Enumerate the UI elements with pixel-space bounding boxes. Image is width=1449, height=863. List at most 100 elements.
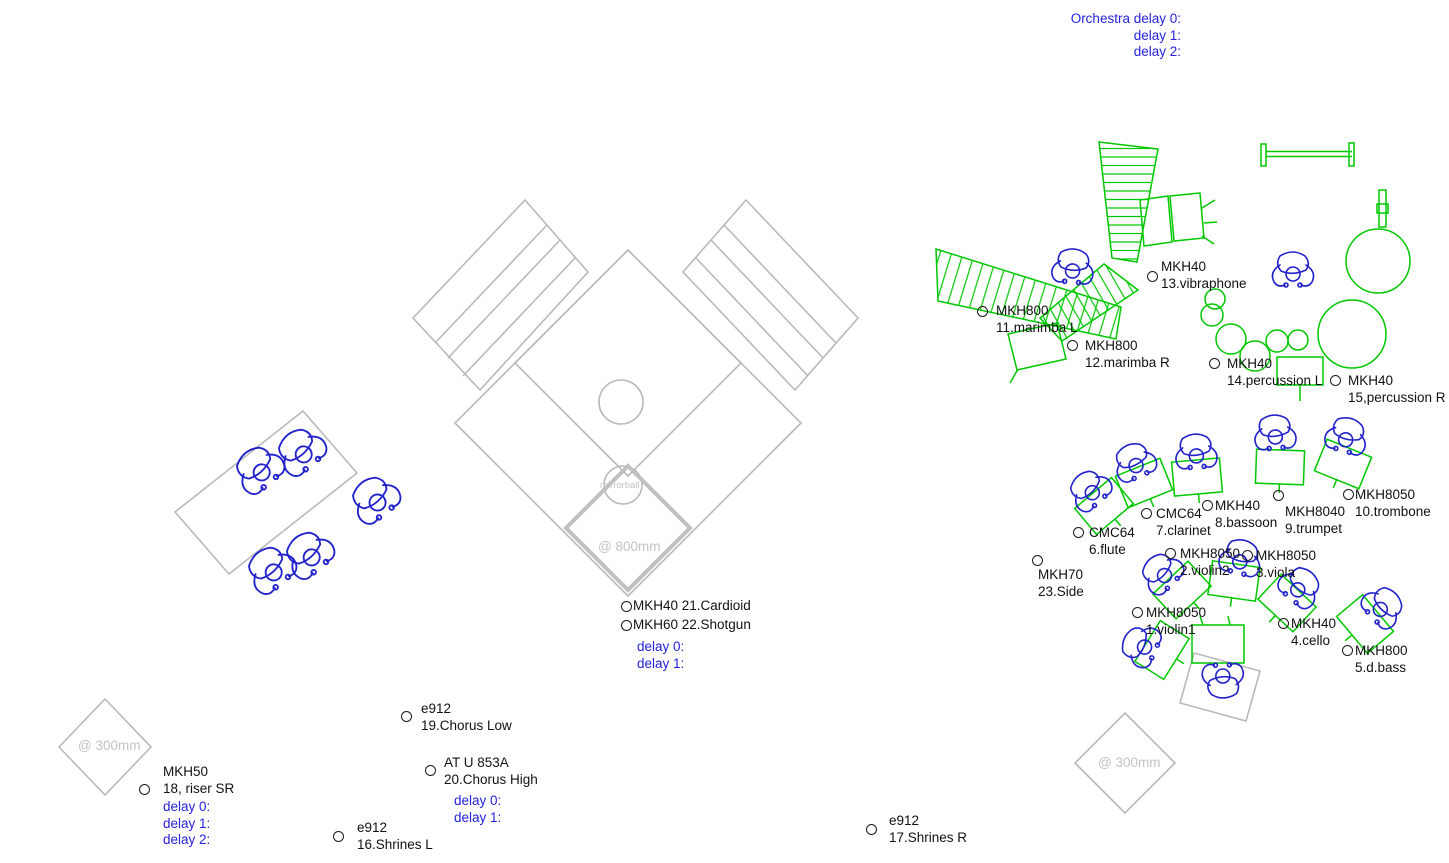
mic-5-dbass: MKH800 5.d.bass (1355, 643, 1408, 676)
mic-15-percussion-r-line-2: 15,percussion R (1348, 389, 1446, 405)
mic-16-shrines-l: e912 16.Shrines L (357, 820, 433, 853)
mic-9-trumpet-line-1: MKH8040 (1285, 504, 1346, 519)
delay-block-chorus: delay 0: delay 1: (454, 793, 501, 826)
mic-20-chorus-high-mic-point (424, 764, 436, 776)
mic-4-cello-line-2: 4.cello (1291, 632, 1331, 648)
mic-6-flute-line-2: 6.flute (1089, 541, 1126, 557)
center-table (1191, 615, 1245, 664)
mic-19-chorus-low: e912 19.Chorus Low (421, 701, 512, 734)
mic-14-percussion-l: MKH40 14.percussion L (1227, 356, 1322, 389)
mic-21-cardioid-mic-point (620, 600, 632, 612)
mic-15-percussion-r-line-1: MKH40 (1348, 373, 1394, 388)
mic-16-shrines-l-mic-point (332, 830, 344, 842)
delay-block-riser-line-3: delay 2: (163, 832, 211, 847)
mic-18-riser-sr: MKH50 18, riser SR (163, 764, 234, 797)
mic-2-violin2-line-2: 2.violin2 (1180, 562, 1230, 578)
mic-18-riser-sr-line-2: 18, riser SR (163, 780, 235, 796)
mic-23-side-line-1: MKH70 (1038, 567, 1084, 582)
mic-4-cello: MKH40 4.cello (1291, 616, 1336, 649)
mic-5-dbass-line-1: MKH800 (1355, 643, 1408, 658)
mic-11-marimba-l-line-2: 11.marimba L (996, 319, 1078, 335)
mic-18-riser-sr-mic-point (138, 783, 150, 795)
delay-block-riser-line-2: delay 1: (163, 815, 211, 831)
mic-11-marimba-l: MKH800 11.marimba L (996, 303, 1078, 336)
mic-16-shrines-l-line-1: e912 (357, 820, 388, 835)
percussion-stand-small (1376, 189, 1389, 228)
mic-9-trumpet-line-2: 9.trumpet (1285, 520, 1343, 536)
mic-5-dbass-line-2: 5.d.bass (1355, 659, 1407, 675)
mic-20-chorus-high: AT U 853A 20.Chorus High (444, 755, 538, 788)
scale-800mm: @ 800mm (598, 539, 660, 556)
mic-2-violin2-mic-point (1164, 547, 1176, 559)
center-inner-diamond (513, 248, 743, 478)
mic-7-clarinet-line-1: CMC64 (1156, 506, 1202, 521)
mic-5-dbass-mic-point (1341, 644, 1353, 656)
mic-7-clarinet: CMC64 7.clarinet (1156, 506, 1211, 539)
mic-19-chorus-low-mic-point (400, 710, 412, 722)
mic-7-clarinet-mic-point (1140, 507, 1152, 519)
delay-block-center: delay 0: delay 1: (637, 639, 684, 672)
mic-6-flute: CMC64 6.flute (1089, 525, 1135, 558)
mic-8-bassoon: MKH40 8.bassoon (1215, 498, 1277, 531)
mic-2-violin2-line-1: MKH8050 (1180, 546, 1241, 561)
mic-4-cello-line-1: MKH40 (1291, 616, 1337, 631)
tubular-chime-bar (1260, 142, 1355, 167)
mic-21-cardioid: MKH40 21.Cardioid (633, 598, 751, 615)
mic-10-trombone-mic-point (1342, 488, 1354, 500)
riser-step-right-stripes (695, 224, 837, 377)
mic-2-violin2: MKH8050 2.violin2 (1180, 546, 1240, 579)
timpani-2 (1317, 299, 1387, 369)
mirrorball-label: mirrorball (600, 480, 640, 491)
mic-6-flute-line-1: CMC64 (1089, 525, 1135, 540)
mic-15-percussion-r-mic-point (1329, 374, 1341, 386)
orchestra-delay-header-line-1: Orchestra delay 0: (1070, 11, 1181, 26)
mic-14-percussion-l-line-1: MKH40 (1227, 356, 1273, 371)
center-stage-diamond (453, 248, 803, 598)
mic-12-marimba-r-line-1: MKH800 (1085, 338, 1138, 353)
mic-16-shrines-l-line-2: 16.Shrines L (357, 836, 433, 852)
mic-9-trumpet: MKH8040 9.trumpet (1285, 504, 1345, 537)
mic-15-percussion-r: MKH40 15,percussion R (1348, 373, 1446, 406)
mic-10-trombone-line-1: MKH8050 (1355, 487, 1416, 502)
scale-diamond-300mm-left (57, 697, 153, 797)
delay-block-riser: delay 0: delay 1: delay 2: (163, 799, 210, 849)
mic-18-riser-sr-line-1: MKH50 (163, 764, 209, 779)
mic-10-trombone-line-2: 10.trombone (1355, 503, 1431, 519)
mic-12-marimba-r: MKH800 12.marimba R (1085, 338, 1170, 371)
mic-14-percussion-l-line-2: 14.percussion L (1227, 372, 1323, 388)
mic-8-bassoon-line-2: 8.bassoon (1215, 514, 1278, 530)
mic-3-viola-line-2: 3.viola (1256, 564, 1296, 580)
scale-800mm-line-1: @ 800mm (598, 539, 661, 554)
mic-7-clarinet-line-2: 7.clarinet (1156, 522, 1211, 538)
orchestra-delay-header-line-2: delay 1: (1133, 27, 1181, 43)
mic-20-chorus-high-line-1: AT U 853A (444, 755, 509, 770)
mic-23-side-mic-point (1031, 554, 1043, 566)
mic-11-marimba-l-line-1: MKH800 (996, 303, 1049, 318)
delay-block-chorus-line-2: delay 1: (454, 809, 502, 825)
percussion-table-3 (1276, 356, 1324, 401)
timpani-1 (1345, 228, 1411, 294)
delay-block-center-line-1: delay 0: (637, 639, 685, 654)
mic-12-marimba-r-mic-point (1066, 339, 1078, 351)
riser-step-left-stripes (434, 224, 576, 377)
mic-13-vibraphone-line-1: MKH40 (1161, 259, 1207, 274)
mic-6-flute-mic-point (1072, 526, 1084, 538)
mic-19-chorus-low-line-1: e912 (421, 701, 452, 716)
mic-3-viola-mic-point (1241, 549, 1253, 561)
percussion-table-2 (1169, 192, 1218, 245)
mic-13-vibraphone: MKH40 13.vibraphone (1161, 259, 1247, 292)
mic-22-shotgun-line-1: MKH60 22.Shotgun (633, 617, 751, 632)
scale-diamond-800mm (563, 463, 693, 593)
scale-diamond-300mm-right (1073, 711, 1177, 815)
mic-17-shrines-r-mic-point (865, 823, 877, 835)
scale-300mm-left-line-1: @ 300mm (78, 738, 141, 753)
mic-8-bassoon-line-1: MKH40 (1215, 498, 1261, 513)
riser-step-left (411, 198, 590, 392)
riser-step-right (681, 198, 860, 392)
scale-300mm-right-line-1: @ 300mm (1098, 755, 1161, 770)
vibraphone (1098, 141, 1159, 263)
mic-23-side-line-2: 23.Side (1038, 583, 1084, 599)
scale-300mm-right: @ 300mm (1098, 755, 1160, 772)
